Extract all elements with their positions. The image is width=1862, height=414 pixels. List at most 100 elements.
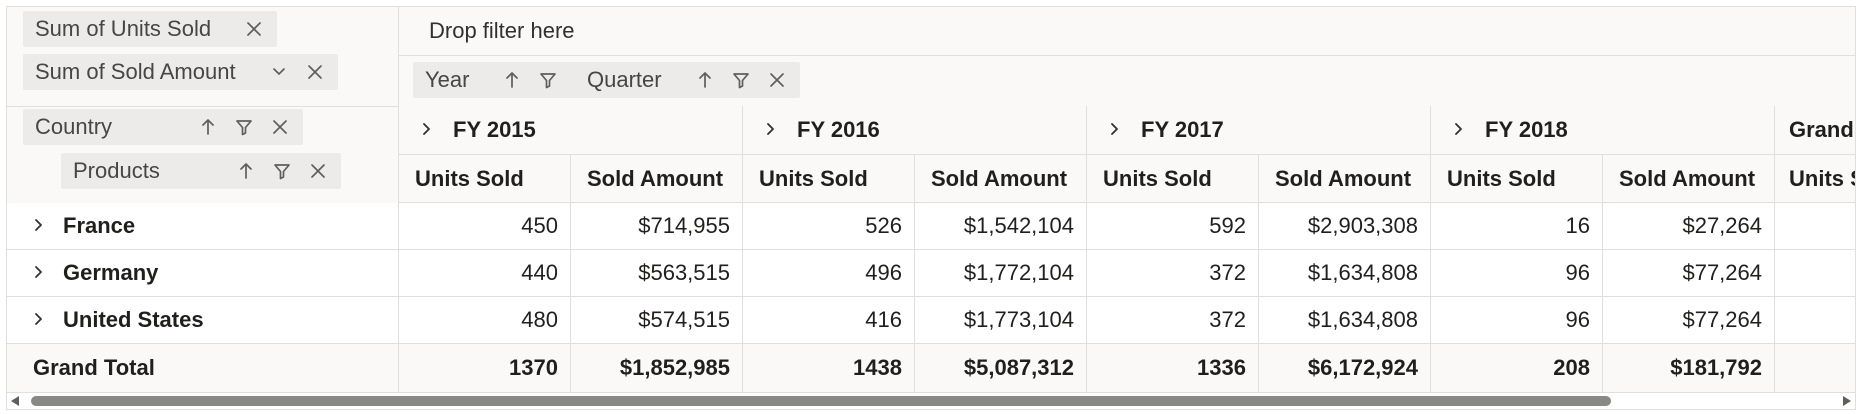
measure-header: Sold Amount: [915, 155, 1087, 203]
value-cell[interactable]: 96: [1431, 250, 1603, 297]
measure-header-label: Units Sold: [1103, 165, 1212, 191]
value-cell[interactable]: $574,515: [571, 297, 743, 344]
grand-total-cell[interactable]: $5,087,312: [915, 344, 1087, 393]
chevron-right-icon[interactable]: [31, 265, 47, 281]
measure-header: Units Sold: [1087, 155, 1259, 203]
chevron-right-icon[interactable]: [1107, 122, 1123, 138]
grand-total-header-label: Grand: [1789, 117, 1854, 142]
grand-total-cell[interactable]: 1438: [743, 344, 915, 393]
scroll-left-icon[interactable]: [11, 396, 19, 406]
measure-header-label: Units Sold: [759, 165, 868, 191]
grand-total-cell[interactable]: 1370: [399, 344, 571, 393]
value-cell[interactable]: 96: [1431, 297, 1603, 344]
filter-icon[interactable]: [730, 69, 752, 91]
value-cell[interactable]: $1,773,104: [915, 297, 1087, 344]
scrollbar-thumb[interactable]: [31, 396, 1611, 406]
value-cell[interactable]: 480: [399, 297, 571, 344]
value-cell[interactable]: [1775, 297, 1855, 344]
value-cell[interactable]: $1,634,808: [1259, 297, 1431, 344]
filter-icon[interactable]: [537, 69, 559, 91]
value-cell[interactable]: 496: [743, 250, 915, 297]
value-cell[interactable]: [1775, 250, 1855, 297]
sort-ascending-icon[interactable]: [197, 116, 219, 138]
filter-icon[interactable]: [271, 160, 293, 182]
value-cell[interactable]: 592: [1087, 203, 1259, 250]
remove-icon[interactable]: [766, 69, 788, 91]
scroll-right-icon[interactable]: [1843, 396, 1851, 406]
grand-total-cell[interactable]: 208: [1431, 344, 1603, 393]
measure-header: Units Sold: [743, 155, 915, 203]
column-pill-label: Quarter: [587, 67, 662, 92]
filter-icon[interactable]: [233, 116, 255, 138]
sort-ascending-icon[interactable]: [501, 69, 523, 91]
value-cell[interactable]: 372: [1087, 297, 1259, 344]
year-header-label: FY 2016: [797, 117, 880, 142]
row-header-france[interactable]: France: [7, 203, 399, 250]
value-cell[interactable]: [1775, 203, 1855, 250]
column-pill-quarter[interactable]: Quarter: [575, 62, 800, 98]
grand-total-cell[interactable]: $181,792: [1603, 344, 1775, 393]
value-cell[interactable]: $563,515: [571, 250, 743, 297]
value-cell[interactable]: $77,264: [1603, 250, 1775, 297]
measure-header-label: Units S: [1789, 165, 1855, 191]
chevron-right-icon[interactable]: [31, 218, 47, 234]
chevron-right-icon[interactable]: [763, 122, 779, 138]
value-cell[interactable]: 416: [743, 297, 915, 344]
measure-header-label: Sold Amount: [931, 165, 1068, 191]
grand-total-cell[interactable]: $1,852,985: [571, 344, 743, 393]
value-pill-sold-amount[interactable]: Sum of Sold Amount: [23, 54, 338, 90]
rows-area: Country Products: [7, 107, 399, 204]
row-pill-country[interactable]: Country: [23, 109, 303, 145]
year-header-fy2015[interactable]: FY 2015: [399, 106, 743, 155]
value-pill-units-sold[interactable]: Sum of Units Sold: [23, 11, 278, 47]
year-header-fy2016[interactable]: FY 2016: [743, 106, 1087, 155]
filter-drop-zone[interactable]: Drop filter here: [399, 7, 1855, 56]
value-cell[interactable]: 16: [1431, 203, 1603, 250]
row-pill-label: Country: [35, 114, 113, 139]
row-header-united-states[interactable]: United States: [7, 297, 399, 344]
chevron-down-icon[interactable]: [268, 61, 290, 83]
row-pill-label: Products: [73, 158, 160, 183]
value-pill-label: Sum of Units Sold: [35, 16, 212, 41]
row-header-label: France: [63, 213, 136, 238]
value-cell[interactable]: $77,264: [1603, 297, 1775, 344]
remove-icon[interactable]: [304, 61, 326, 83]
grand-total-cell[interactable]: [1775, 344, 1855, 393]
grand-total-cell[interactable]: 1336: [1087, 344, 1259, 393]
year-header-fy2017[interactable]: FY 2017: [1087, 106, 1431, 155]
remove-icon[interactable]: [307, 160, 329, 182]
grand-total-cell[interactable]: $6,172,924: [1259, 344, 1431, 393]
grand-total-label: Grand Total: [33, 355, 155, 380]
column-pill-label: Year: [425, 67, 470, 92]
chevron-right-icon[interactable]: [31, 312, 47, 328]
measure-header: Units S: [1775, 155, 1855, 203]
row-pill-products[interactable]: Products: [61, 153, 341, 189]
value-cell[interactable]: $27,264: [1603, 203, 1775, 250]
measure-header-label: Units Sold: [415, 165, 524, 191]
measure-header-label: Units Sold: [1447, 165, 1556, 191]
chevron-right-icon[interactable]: [1451, 122, 1467, 138]
value-cell[interactable]: 440: [399, 250, 571, 297]
sort-ascending-icon[interactable]: [694, 69, 716, 91]
horizontal-scrollbar[interactable]: [7, 393, 1855, 409]
row-header-germany[interactable]: Germany: [7, 250, 399, 297]
value-cell[interactable]: 450: [399, 203, 571, 250]
row-header-label: Germany: [63, 260, 159, 285]
value-cell[interactable]: $714,955: [571, 203, 743, 250]
value-cell[interactable]: $1,634,808: [1259, 250, 1431, 297]
value-cell[interactable]: 526: [743, 203, 915, 250]
value-cell[interactable]: $1,542,104: [915, 203, 1087, 250]
value-cell[interactable]: $2,903,308: [1259, 203, 1431, 250]
pivot-table: Sum of Units Sold Sum of Sold Amount Dro…: [6, 6, 1856, 410]
measure-header: Units Sold: [1431, 155, 1603, 203]
measure-header: Units Sold: [399, 155, 571, 203]
remove-icon[interactable]: [269, 116, 291, 138]
year-header-fy2018[interactable]: FY 2018: [1431, 106, 1775, 155]
sort-ascending-icon[interactable]: [235, 160, 257, 182]
value-cell[interactable]: 372: [1087, 250, 1259, 297]
remove-icon[interactable]: [243, 18, 265, 40]
value-cell[interactable]: $1,772,104: [915, 250, 1087, 297]
values-panel: Sum of Units Sold Sum of Sold Amount: [7, 7, 399, 107]
chevron-right-icon[interactable]: [419, 122, 435, 138]
grand-total-header: Grand: [1775, 106, 1855, 155]
